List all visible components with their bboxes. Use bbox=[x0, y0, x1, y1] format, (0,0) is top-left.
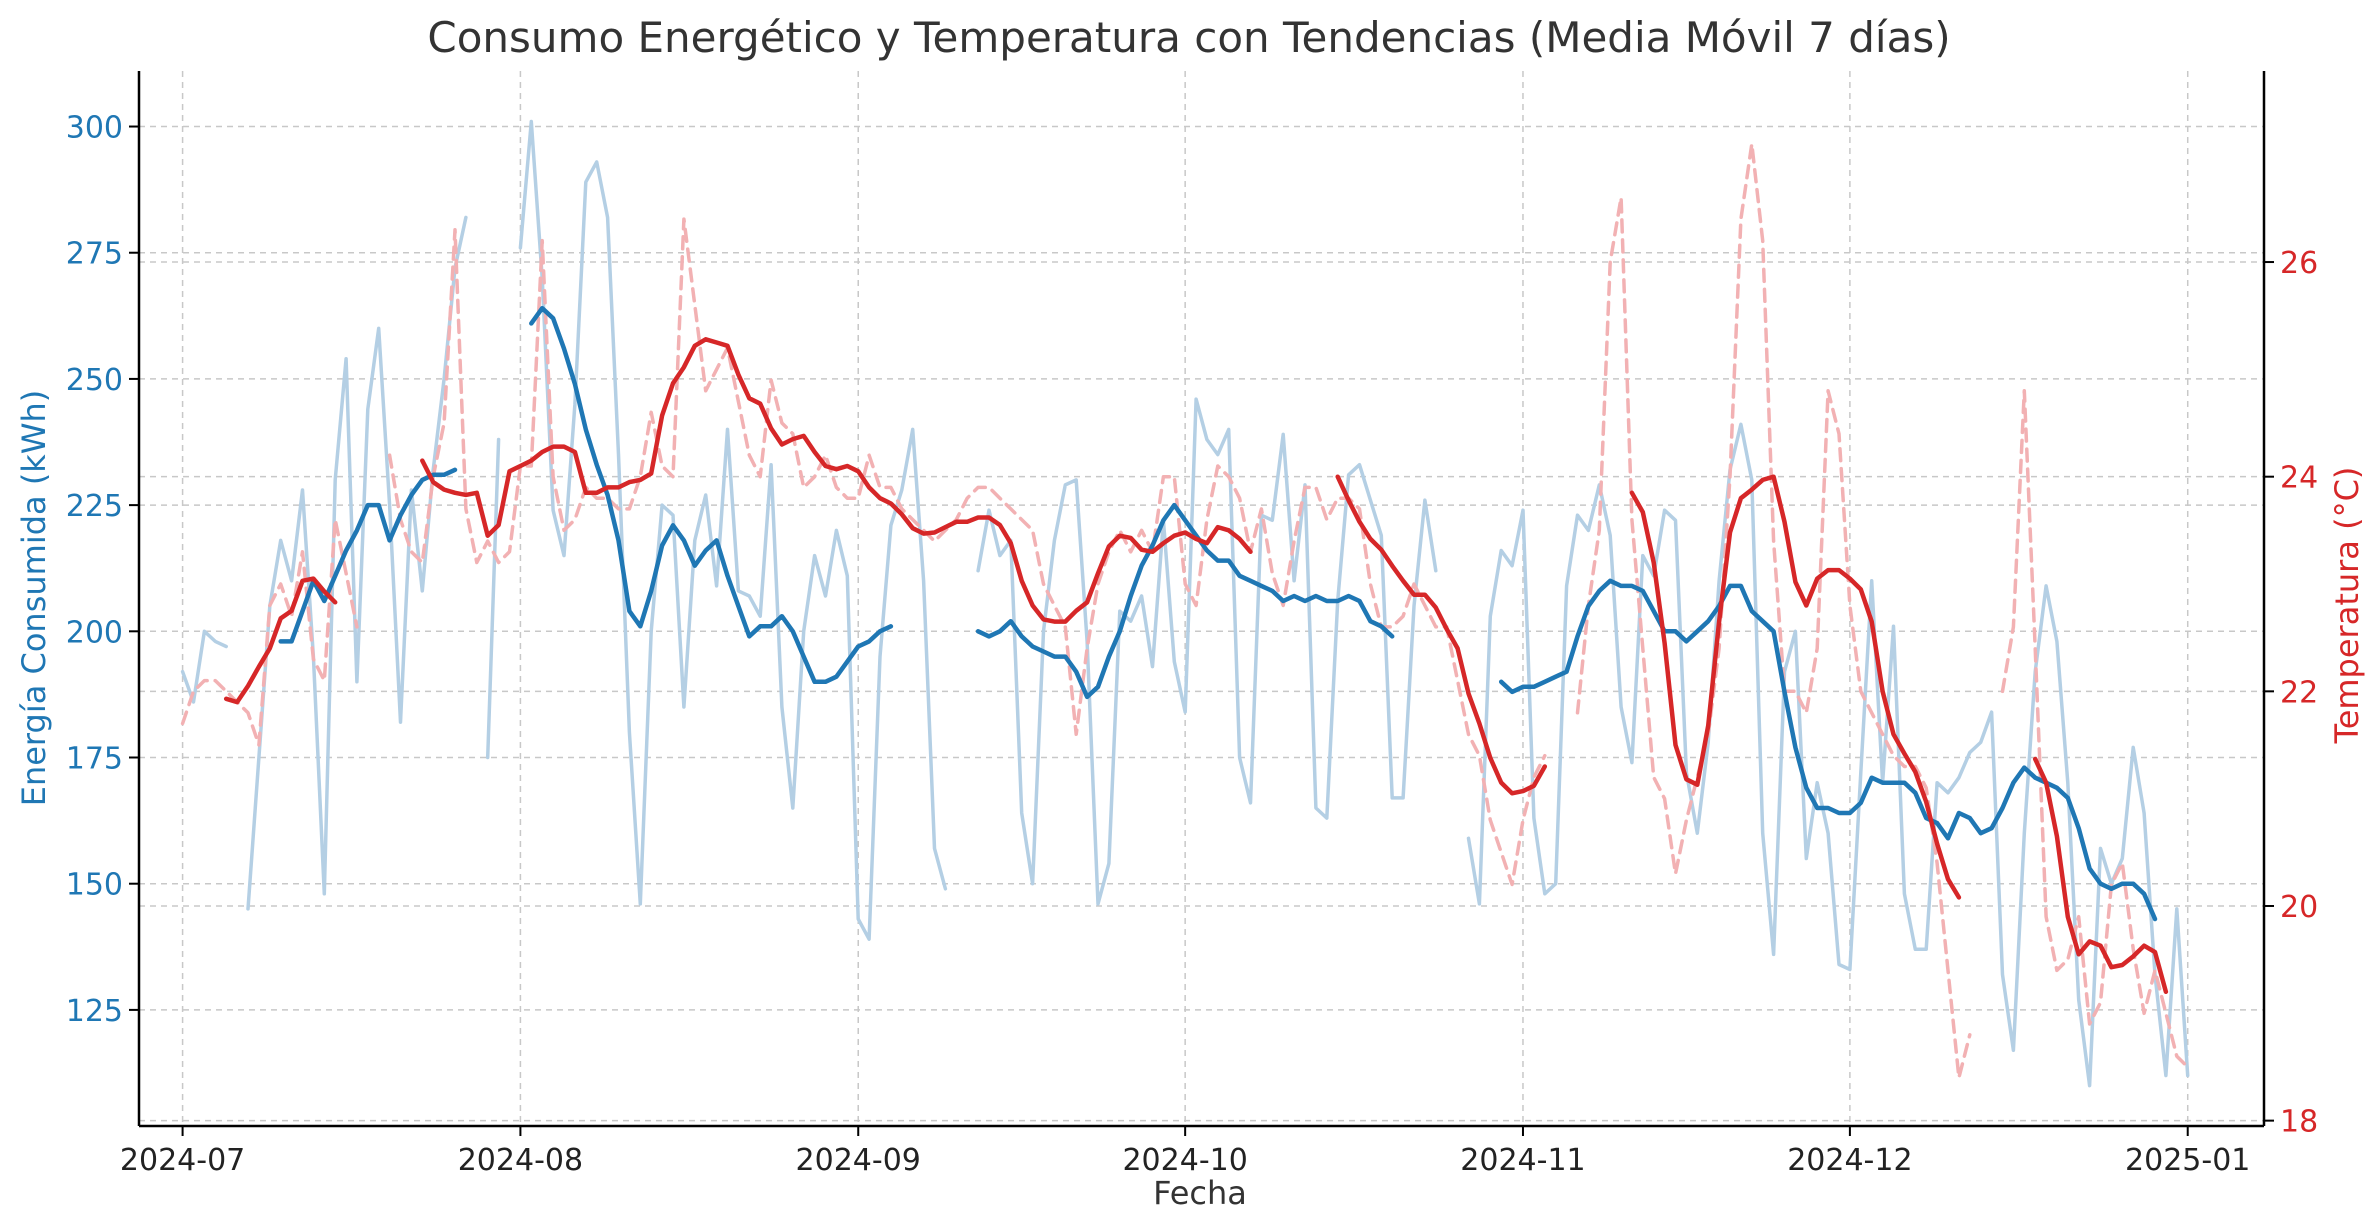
x-ticks: 2024-07 2024-08 2024-09 2024-10 2024-11 2024-… bbox=[120, 1126, 2250, 1178]
chart-title: Consumo Energético y Temperatura con Ten… bbox=[427, 13, 1950, 62]
right-y-tick-label: 24 bbox=[2280, 461, 2318, 496]
left-y-tick-label: 150 bbox=[66, 868, 123, 903]
left-y-tick-label: 225 bbox=[66, 489, 123, 524]
x-tick-label: 2025-01 bbox=[2125, 1143, 2250, 1178]
left-y-tick-label: 200 bbox=[66, 615, 123, 650]
left-y-ticks: 125 150 175 200 225 250 275 300 bbox=[66, 111, 139, 1029]
series-line-temperature bbox=[223, 337, 2169, 995]
series-line-temperature-raw bbox=[180, 142, 2190, 1080]
right-y-gridlines bbox=[139, 261, 2264, 1122]
x-tick-label: 2024-08 bbox=[458, 1143, 583, 1178]
left-y-tick-label: 125 bbox=[66, 994, 123, 1029]
series-energy-raw bbox=[180, 119, 2190, 1088]
left-y-tick-label: 275 bbox=[66, 237, 123, 272]
x-tick-label: 2024-12 bbox=[1787, 1143, 1912, 1178]
right-y-tick-label: 22 bbox=[2280, 675, 2318, 710]
right-y-axis-label: Temperatura (°C) bbox=[2328, 467, 2366, 745]
right-y-tick-label: 18 bbox=[2280, 1105, 2318, 1140]
left-y-tick-label: 300 bbox=[66, 111, 123, 146]
left-y-axis-label: Energía Consumida (kWh) bbox=[15, 390, 53, 807]
left-y-tick-label: 250 bbox=[66, 363, 123, 398]
x-tick-label: 2024-09 bbox=[796, 1143, 921, 1178]
x-tick-label: 2024-07 bbox=[120, 1143, 245, 1178]
x-axis-label: Fecha bbox=[1153, 1174, 1247, 1212]
series-line-energy-raw bbox=[180, 119, 2190, 1088]
series-temperature-raw bbox=[180, 142, 2190, 1080]
left-y-tick-label: 175 bbox=[66, 742, 123, 777]
series-energy bbox=[278, 305, 2158, 922]
series-temperature bbox=[223, 337, 2169, 995]
right-y-ticks: 18 20 22 24 26 bbox=[2264, 246, 2318, 1140]
right-y-tick-label: 26 bbox=[2280, 246, 2318, 281]
series-line-energy bbox=[278, 305, 2158, 922]
right-y-tick-label: 20 bbox=[2280, 890, 2318, 925]
x-tick-label: 2024-10 bbox=[1122, 1143, 1247, 1178]
series-layer bbox=[180, 119, 2190, 1088]
x-tick-label: 2024-11 bbox=[1460, 1143, 1585, 1178]
